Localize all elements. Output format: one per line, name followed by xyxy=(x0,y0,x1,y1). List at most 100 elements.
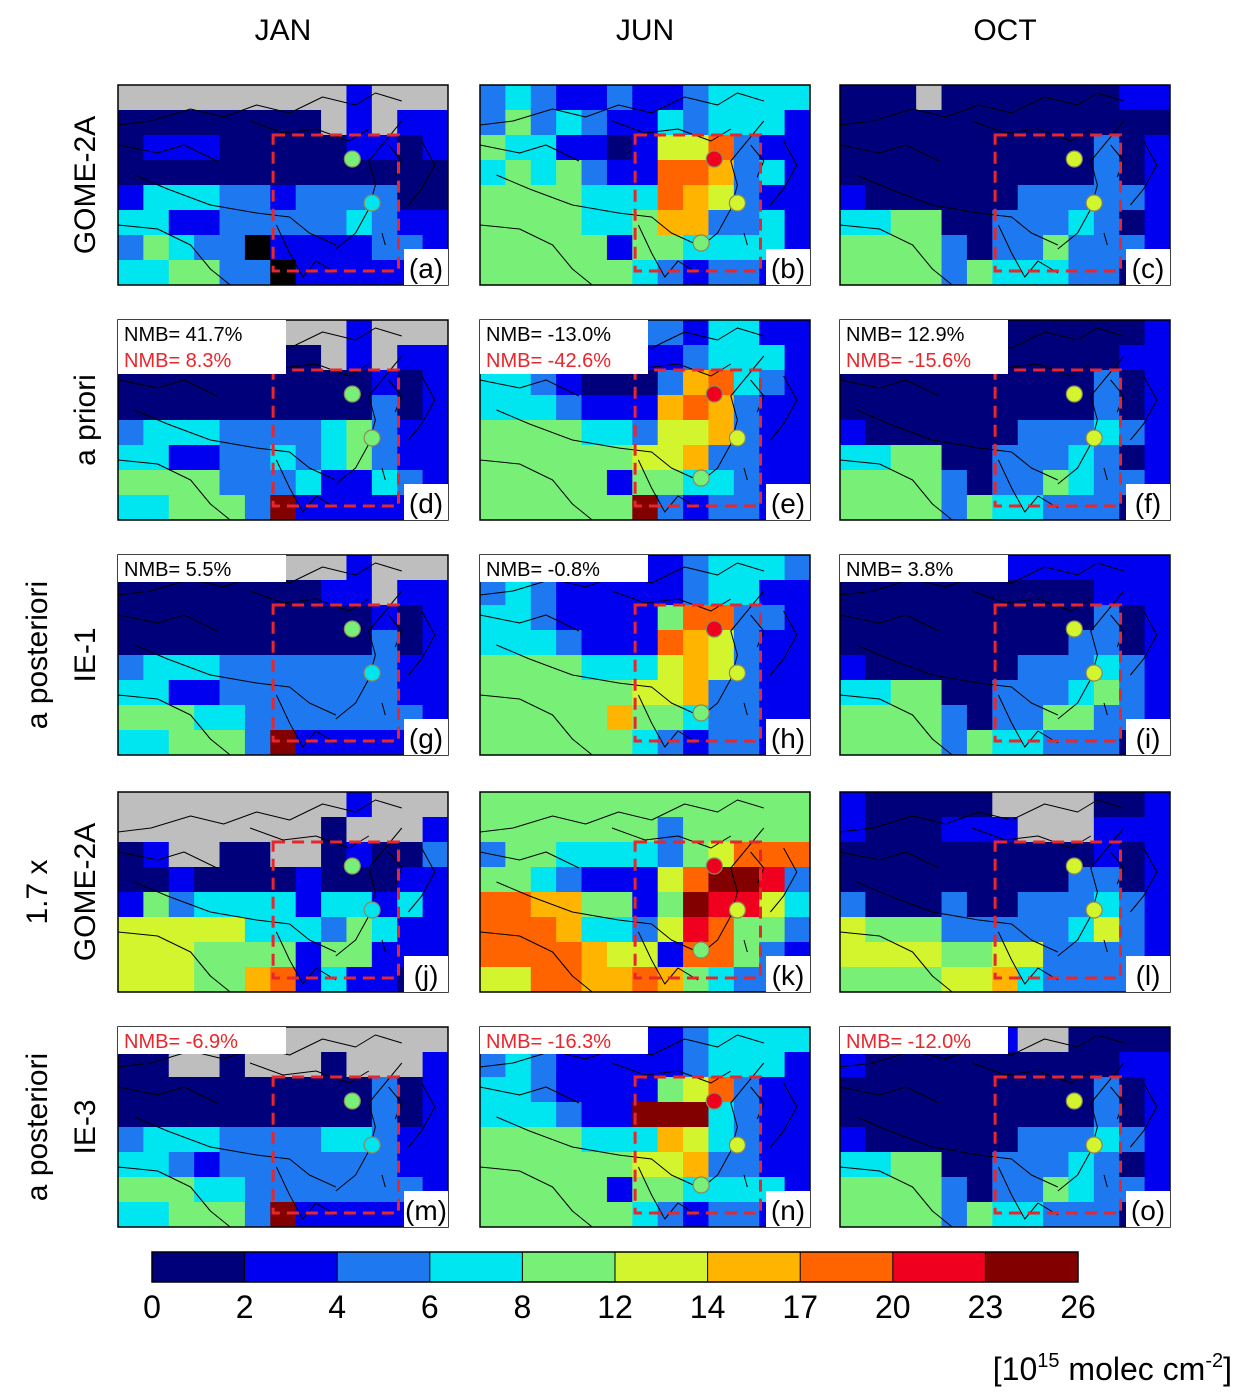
heatmap-cell xyxy=(632,730,659,755)
heatmap-cell xyxy=(759,580,786,606)
heatmap-cell xyxy=(840,185,866,211)
heatmap-cell xyxy=(941,160,968,186)
heatmap-cell xyxy=(966,260,993,285)
city-marker xyxy=(692,704,710,722)
heatmap-cell xyxy=(733,605,760,631)
heatmap-cell xyxy=(759,1127,786,1153)
heatmap-cell xyxy=(371,345,398,371)
heatmap-cell xyxy=(1119,110,1146,136)
heatmap-cell xyxy=(371,817,398,843)
heatmap-cell xyxy=(397,605,424,631)
map-border xyxy=(770,375,798,441)
heatmap-cell xyxy=(556,730,583,755)
heatmap-cell xyxy=(966,655,993,681)
heatmap-cell xyxy=(784,160,810,186)
panel-letter: (l) xyxy=(1136,960,1161,991)
heatmap-cell xyxy=(397,420,424,446)
heatmap-cell xyxy=(941,680,968,706)
heatmap-cell xyxy=(708,942,735,968)
map-border xyxy=(743,702,748,716)
heatmap-cell xyxy=(556,1152,583,1178)
heatmap-cell xyxy=(244,705,271,731)
heatmap-cell xyxy=(346,1052,373,1078)
heatmap-cell xyxy=(966,395,993,421)
heatmap-cell xyxy=(143,1152,170,1178)
heatmap-cell xyxy=(168,1052,195,1078)
colorbar-tick-label: 23 xyxy=(968,1289,1004,1325)
heatmap-cell xyxy=(422,160,448,186)
heatmap-cell xyxy=(733,85,760,111)
heatmap-cell xyxy=(422,867,448,893)
heatmap-cell xyxy=(708,320,735,346)
map-border xyxy=(1057,1062,1125,1192)
heatmap-cell xyxy=(1144,680,1170,706)
heatmap-cell xyxy=(759,867,786,893)
heatmap-cell xyxy=(556,470,583,496)
heatmap-cell xyxy=(194,942,221,968)
colorbar-tick-label: 26 xyxy=(1060,1289,1096,1325)
heatmap-cell xyxy=(270,445,297,471)
heatmap-cell xyxy=(143,630,170,656)
heatmap-cell xyxy=(657,942,684,968)
heatmap-cell xyxy=(422,395,448,421)
heatmap-cell xyxy=(244,967,271,992)
heatmap-cell xyxy=(1144,655,1170,681)
heatmap-cell xyxy=(371,1077,398,1103)
heatmap-cell xyxy=(244,85,271,111)
heatmap-cell xyxy=(480,967,506,992)
map-border xyxy=(496,174,699,246)
region-box xyxy=(633,603,762,743)
heatmap-cell xyxy=(118,942,144,968)
nmb-label: NMB= -16.3% xyxy=(486,1031,611,1053)
heatmap-cell xyxy=(505,867,532,893)
heatmap-cell xyxy=(1043,1202,1070,1227)
map-border xyxy=(480,379,580,397)
heatmap-cell xyxy=(632,135,659,161)
heatmap-cell xyxy=(784,1077,810,1103)
heatmap-cell xyxy=(530,680,557,706)
heatmap-cell xyxy=(321,942,348,968)
map-border xyxy=(697,827,765,957)
map-border xyxy=(997,931,1059,985)
heatmap-cell xyxy=(759,320,786,346)
heatmap-cell xyxy=(295,1077,322,1103)
heatmap-cell xyxy=(941,1077,968,1103)
heatmap-cell xyxy=(1093,1177,1120,1203)
heatmap-cell xyxy=(581,1202,608,1227)
heatmap-cell xyxy=(992,1202,1019,1227)
heatmap-cell xyxy=(1068,942,1095,968)
city-marker xyxy=(728,194,747,212)
heatmap-cell xyxy=(321,1102,348,1128)
heatmap-cell xyxy=(865,370,892,396)
heatmap-cell xyxy=(606,160,633,186)
heatmap-cell xyxy=(1043,345,1070,371)
heatmap-cell xyxy=(422,1077,448,1103)
heatmap-cell xyxy=(581,630,608,656)
heatmap-cell xyxy=(581,210,608,236)
heatmap-cell xyxy=(530,817,557,843)
row-label: IE-3 xyxy=(69,1099,102,1154)
heatmap-cell xyxy=(295,445,322,471)
heatmap-cell xyxy=(270,892,297,918)
heatmap-cell xyxy=(219,135,246,161)
region-box xyxy=(271,840,401,980)
region-box xyxy=(271,133,401,273)
heatmap-cell xyxy=(143,817,170,843)
heatmap-cell xyxy=(708,705,735,731)
unit-part: -2 xyxy=(1205,1350,1223,1372)
heatmap-cell xyxy=(530,942,557,968)
heatmap-cell xyxy=(966,135,993,161)
heatmap-cell xyxy=(759,445,786,471)
heatmap-cell xyxy=(916,942,943,968)
panel-letter: (f) xyxy=(1135,488,1161,519)
heatmap-cell xyxy=(346,1152,373,1178)
heatmap-cell xyxy=(505,160,532,186)
heatmap-cell xyxy=(606,967,633,992)
heatmap-cell xyxy=(683,580,710,606)
nmb-label: NMB= -13.0% xyxy=(486,324,611,346)
heatmap-cell xyxy=(581,395,608,421)
heatmap-cell xyxy=(657,817,684,843)
map-border xyxy=(997,459,1059,513)
heatmap-cell xyxy=(480,470,506,496)
heatmap-cell xyxy=(143,580,170,606)
